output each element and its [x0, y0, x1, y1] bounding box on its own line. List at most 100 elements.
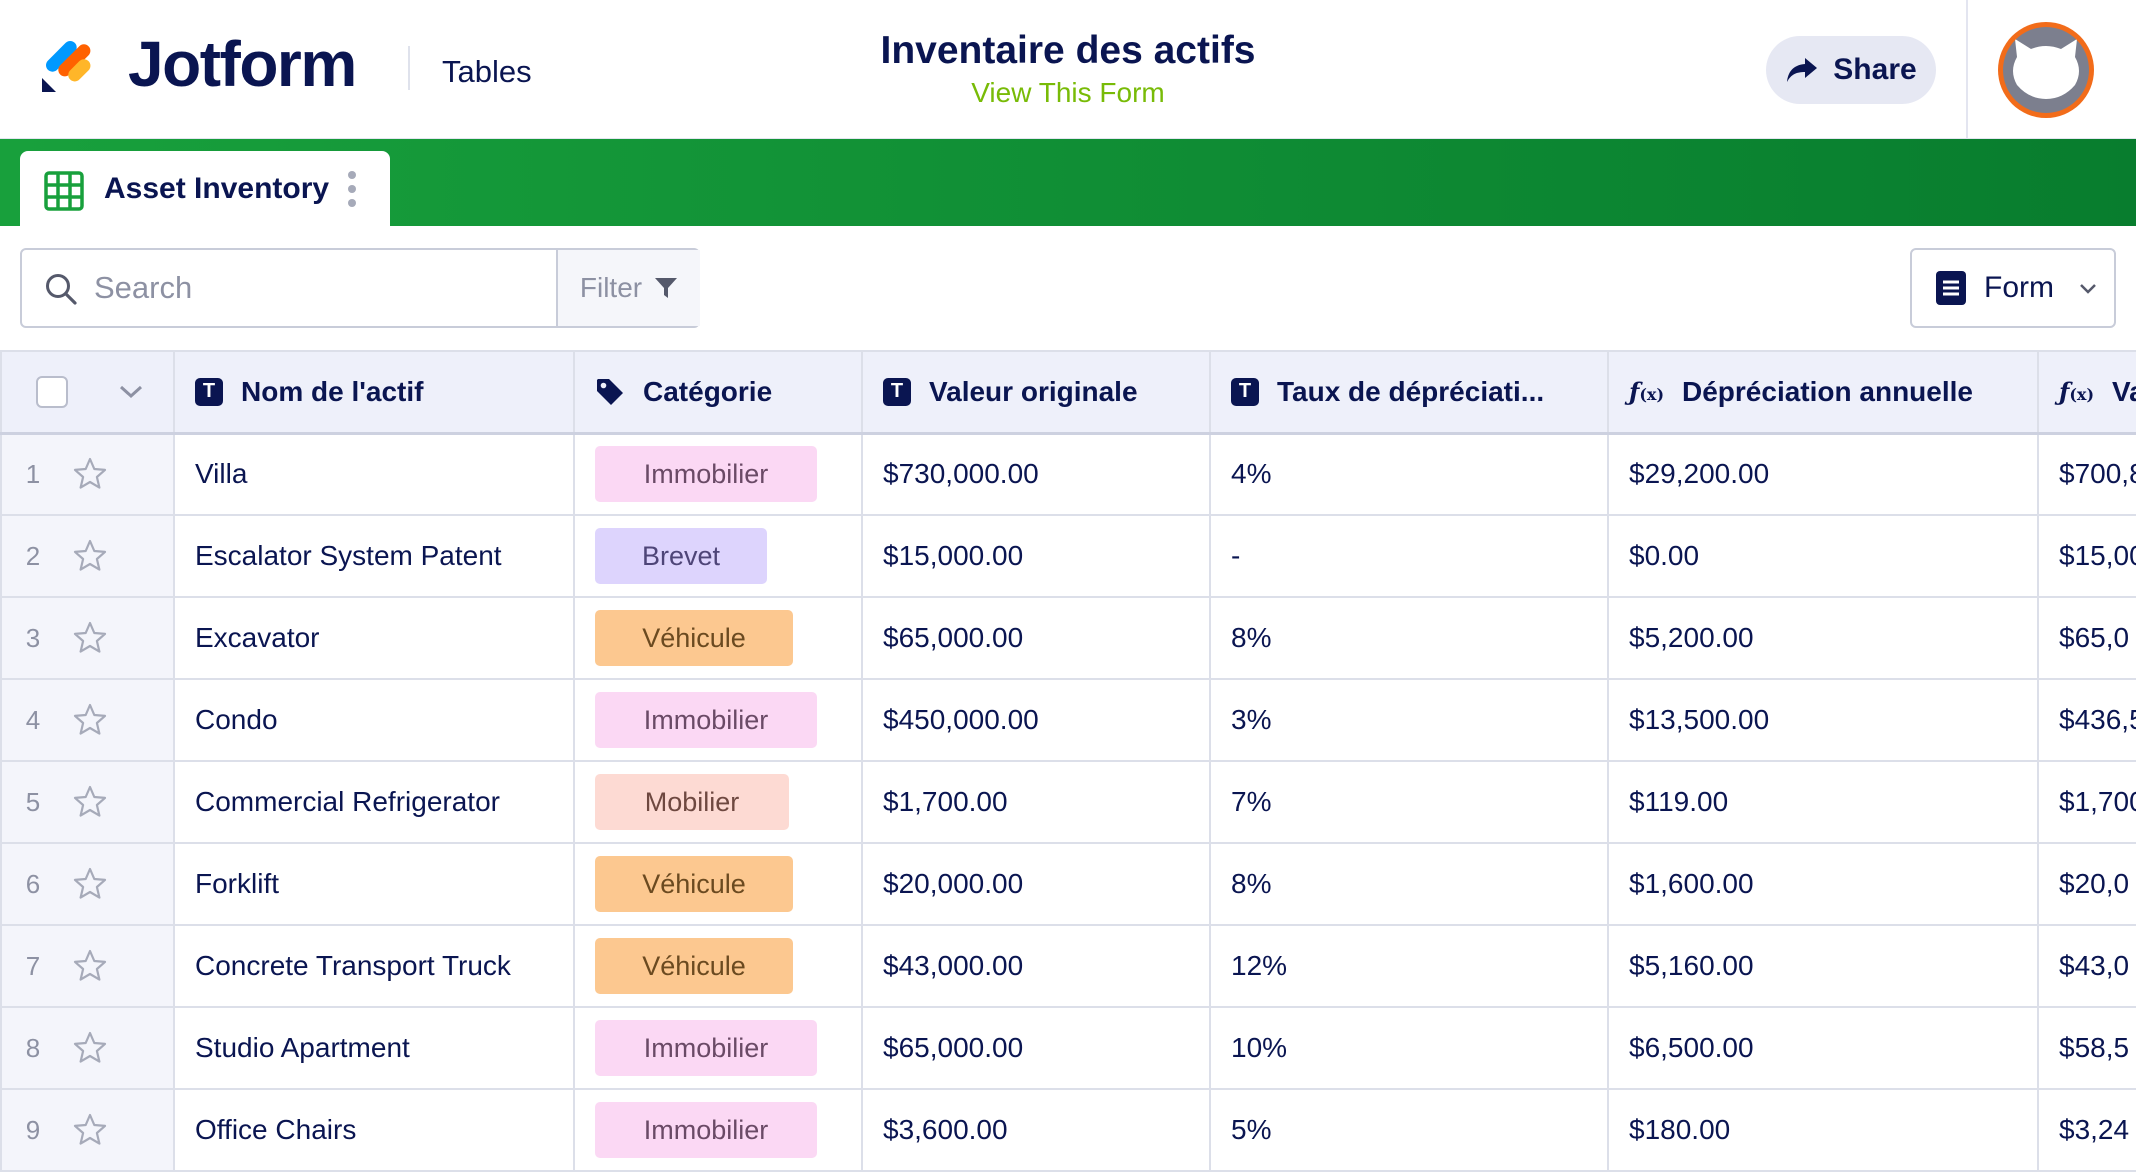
cell-original-value[interactable]: $65,000.00	[861, 596, 1211, 680]
column-header-original-value[interactable]: T Valeur originale	[861, 350, 1211, 435]
cell-name[interactable]: Office Chairs	[173, 1088, 575, 1172]
star-icon[interactable]	[72, 702, 108, 738]
table-row[interactable]: 1 Villa Immobilier $730,000.00 4% $29,200.00 $…	[0, 432, 2136, 516]
cell-annual-depreciation[interactable]: $6,500.00	[1607, 1006, 2039, 1090]
table-row[interactable]: 9 Office Chairs Immobilier $3,600.00 5% $180.…	[0, 1088, 2136, 1172]
cell-name[interactable]: Commercial Refrigerator	[173, 760, 575, 844]
row-selector-cell[interactable]: 9	[0, 1088, 175, 1172]
cell-depreciation-rate[interactable]: 7%	[1209, 760, 1609, 844]
row-selector-cell[interactable]: 5	[0, 760, 175, 844]
cell-depreciation-rate[interactable]: 4%	[1209, 432, 1609, 516]
cell-original-value[interactable]: $730,000.00	[861, 432, 1211, 516]
row-selector-cell[interactable]: 6	[0, 842, 175, 926]
cell-value[interactable]: $15,00	[2037, 514, 2136, 598]
cell-original-value[interactable]: $65,000.00	[861, 1006, 1211, 1090]
cell-value[interactable]: $43,0	[2037, 924, 2136, 1008]
cell-value[interactable]: $58,5	[2037, 1006, 2136, 1090]
star-icon[interactable]	[72, 456, 108, 492]
column-header-category[interactable]: Catégorie	[573, 350, 863, 435]
cell-name[interactable]: Forklift	[173, 842, 575, 926]
cell-category[interactable]: Véhicule	[573, 842, 863, 926]
cell-original-value[interactable]: $3,600.00	[861, 1088, 1211, 1172]
cell-category[interactable]: Véhicule	[573, 924, 863, 1008]
star-icon[interactable]	[72, 866, 108, 902]
cell-name[interactable]: Excavator	[173, 596, 575, 680]
table-row[interactable]: 8 Studio Apartment Immobilier $65,000.00 10%…	[0, 1006, 2136, 1090]
cell-original-value[interactable]: $15,000.00	[861, 514, 1211, 598]
cell-category[interactable]: Immobilier	[573, 1006, 863, 1090]
star-icon[interactable]	[72, 1112, 108, 1148]
cell-annual-depreciation[interactable]: $5,160.00	[1607, 924, 2039, 1008]
table-row[interactable]: 5 Commercial Refrigerator Mobilier $1,700.0…	[0, 760, 2136, 844]
star-icon[interactable]	[72, 538, 108, 574]
select-all-checkbox[interactable]	[36, 375, 68, 408]
view-selector-button[interactable]: Form	[1910, 248, 2116, 328]
cell-annual-depreciation[interactable]: $1,600.00	[1607, 842, 2039, 926]
cell-category[interactable]: Brevet	[573, 514, 863, 598]
cell-category[interactable]: Véhicule	[573, 596, 863, 680]
cell-category[interactable]: Immobilier	[573, 432, 863, 516]
avatar[interactable]	[1998, 22, 2094, 118]
cell-value[interactable]: $20,0	[2037, 842, 2136, 926]
cell-value[interactable]: $1,700	[2037, 760, 2136, 844]
column-header-value[interactable]: ƒ(x) Va	[2037, 350, 2136, 435]
cell-category[interactable]: Mobilier	[573, 760, 863, 844]
row-selector-cell[interactable]: 4	[0, 678, 175, 762]
row-selector-cell[interactable]: 7	[0, 924, 175, 1008]
cell-original-value[interactable]: $450,000.00	[861, 678, 1211, 762]
filter-button[interactable]: Filter	[556, 250, 700, 326]
table-row[interactable]: 4 Condo Immobilier $450,000.00 3% $13,500.00 $…	[0, 678, 2136, 762]
cell-depreciation-rate[interactable]: 5%	[1209, 1088, 1609, 1172]
column-header-depreciation-rate[interactable]: T Taux de dépréciati...	[1209, 350, 1609, 435]
cell-depreciation-rate[interactable]: 12%	[1209, 924, 1609, 1008]
chevron-down-icon[interactable]	[117, 383, 145, 401]
search-input[interactable]	[94, 264, 554, 312]
cell-original-value[interactable]: $20,000.00	[861, 842, 1211, 926]
cell-value[interactable]: $65,0	[2037, 596, 2136, 680]
cell-value[interactable]: $700,8	[2037, 432, 2136, 516]
cell-original-value[interactable]: $43,000.00	[861, 924, 1211, 1008]
column-header-annual-depreciation[interactable]: ƒ(x) Dépréciation annuelle	[1607, 350, 2039, 435]
jotform-logo-icon[interactable]	[40, 32, 102, 94]
cell-annual-depreciation[interactable]: $180.00	[1607, 1088, 2039, 1172]
cell-annual-depreciation[interactable]: $119.00	[1607, 760, 2039, 844]
column-header-name[interactable]: T Nom de l'actif	[173, 350, 575, 435]
row-selector-cell[interactable]: 8	[0, 1006, 175, 1090]
table-row[interactable]: 6 Forklift Véhicule $20,000.00 8% $1,600.00 $2…	[0, 842, 2136, 926]
cell-value[interactable]: $3,24	[2037, 1088, 2136, 1172]
row-selector-cell[interactable]: 3	[0, 596, 175, 680]
star-icon[interactable]	[72, 1030, 108, 1066]
cell-name[interactable]: Condo	[173, 678, 575, 762]
cell-name[interactable]: Studio Apartment	[173, 1006, 575, 1090]
cell-category[interactable]: Immobilier	[573, 1088, 863, 1172]
more-options-icon[interactable]	[342, 169, 362, 209]
share-button[interactable]: Share	[1766, 36, 1936, 104]
cell-original-value[interactable]: $1,700.00	[861, 760, 1211, 844]
brand-name[interactable]: Jotform	[128, 28, 357, 100]
tab-asset-inventory[interactable]: Asset Inventory	[20, 151, 390, 226]
section-label[interactable]: Tables	[442, 54, 532, 89]
cell-depreciation-rate[interactable]: 8%	[1209, 596, 1609, 680]
cell-name[interactable]: Escalator System Patent	[173, 514, 575, 598]
row-selector-cell[interactable]: 2	[0, 514, 175, 598]
cell-annual-depreciation[interactable]: $29,200.00	[1607, 432, 2039, 516]
cell-annual-depreciation[interactable]: $13,500.00	[1607, 678, 2039, 762]
star-icon[interactable]	[72, 948, 108, 984]
cell-annual-depreciation[interactable]: $0.00	[1607, 514, 2039, 598]
star-icon[interactable]	[72, 784, 108, 820]
cell-name[interactable]: Villa	[173, 432, 575, 516]
cell-name[interactable]: Concrete Transport Truck	[173, 924, 575, 1008]
row-selector-cell[interactable]: 1	[0, 432, 175, 516]
star-icon[interactable]	[72, 620, 108, 656]
cell-depreciation-rate[interactable]: 3%	[1209, 678, 1609, 762]
cell-category[interactable]: Immobilier	[573, 678, 863, 762]
table-row[interactable]: 3 Excavator Véhicule $65,000.00 8% $5,200.00 $…	[0, 596, 2136, 680]
table-row[interactable]: 2 Escalator System Patent Brevet $15,000.00…	[0, 514, 2136, 598]
cell-annual-depreciation[interactable]: $5,200.00	[1607, 596, 2039, 680]
table-row[interactable]: 7 Concrete Transport Truck Véhicule $43,000…	[0, 924, 2136, 1008]
cell-depreciation-rate[interactable]: -	[1209, 514, 1609, 598]
cell-value[interactable]: $436,5	[2037, 678, 2136, 762]
cell-depreciation-rate[interactable]: 8%	[1209, 842, 1609, 926]
view-form-link[interactable]: View This Form	[971, 77, 1165, 108]
cell-depreciation-rate[interactable]: 10%	[1209, 1006, 1609, 1090]
